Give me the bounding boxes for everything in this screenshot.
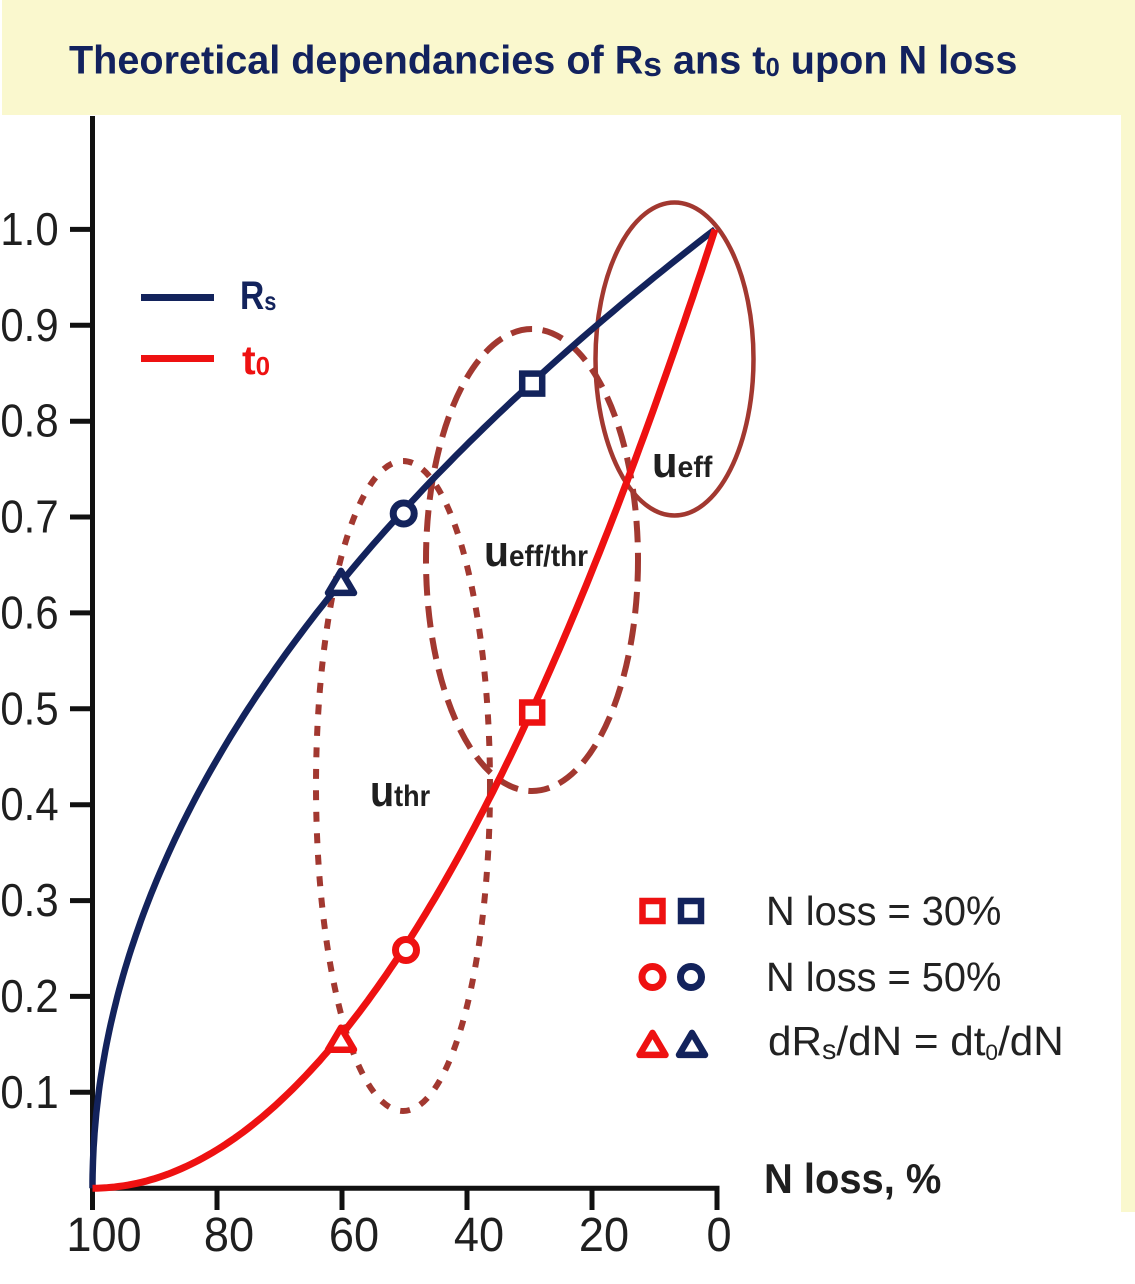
svg-text:20: 20: [579, 1208, 629, 1262]
svg-text:N loss = 30%: N loss = 30%: [766, 887, 1001, 934]
svg-text:100: 100: [66, 1208, 141, 1262]
svg-text:0.9: 0.9: [0, 300, 58, 351]
svg-text:N loss = 50%: N loss = 50%: [766, 953, 1001, 1000]
svg-text:0.1: 0.1: [0, 1067, 58, 1118]
svg-text:0.2: 0.2: [0, 971, 58, 1022]
svg-text:0.3: 0.3: [0, 875, 58, 926]
svg-text:40: 40: [454, 1208, 504, 1262]
svg-text:dRs/dN = dt0/dN: dRs/dN = dt0/dN: [768, 1018, 1064, 1066]
svg-text:0.7: 0.7: [0, 492, 58, 543]
svg-text:80: 80: [204, 1208, 254, 1262]
svg-text:0.5: 0.5: [0, 684, 58, 735]
svg-text:Theoretical dependancies of Rs: Theoretical dependancies of Rs ans t0 up…: [69, 38, 1017, 84]
svg-text:60: 60: [329, 1208, 379, 1262]
svg-text:0.4: 0.4: [0, 779, 58, 830]
svg-text:N loss, %: N loss, %: [764, 1155, 941, 1202]
svg-text:0.6: 0.6: [0, 588, 58, 639]
svg-text:0.8: 0.8: [0, 396, 58, 447]
svg-text:0: 0: [706, 1208, 731, 1262]
svg-text:1.0: 1.0: [0, 204, 58, 255]
